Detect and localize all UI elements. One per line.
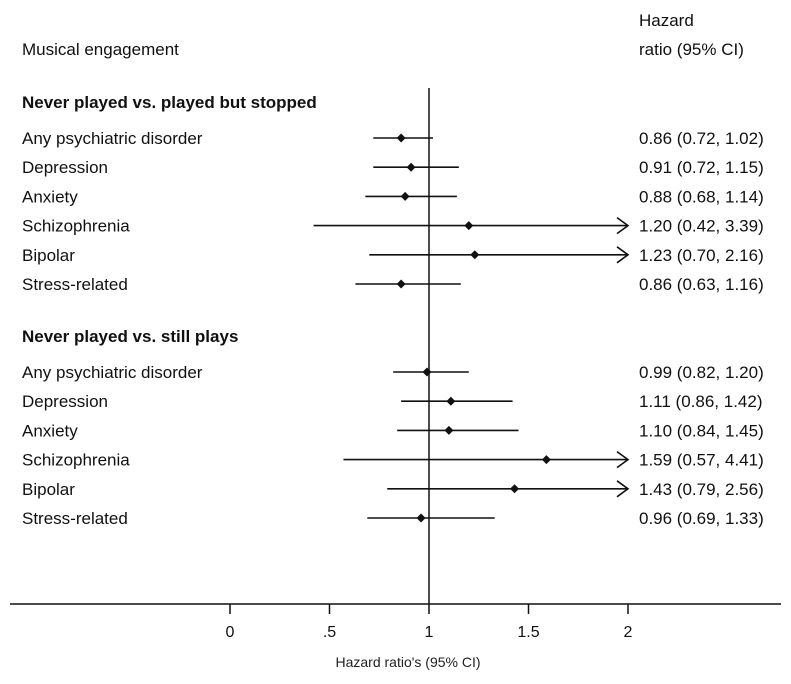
- ci-arrow: [616, 216, 630, 235]
- row-label: Stress-related: [22, 509, 128, 528]
- x-axis-ticks: 0 .5 1 1.5 2: [226, 604, 633, 641]
- row-hr-text: 1.11 (0.86, 1.42): [639, 392, 763, 411]
- point-estimate: [446, 396, 456, 406]
- row-hr-text: 1.59 (0.57, 4.41): [639, 451, 764, 470]
- row-hr-text: 1.43 (0.79, 2.56): [639, 480, 764, 499]
- row-label: Any psychiatric disorder: [22, 129, 203, 148]
- x-tick-label: 2: [624, 624, 633, 641]
- row-label: Stress-related: [22, 275, 128, 294]
- point-estimate: [400, 191, 410, 201]
- row-hr-text: 1.23 (0.70, 2.16): [639, 246, 764, 265]
- row-label: Anxiety: [22, 187, 78, 206]
- row-hr-text: 0.99 (0.82, 1.20): [639, 363, 764, 382]
- ci-arrow: [616, 480, 630, 498]
- row-hr-text: 0.96 (0.69, 1.33): [639, 509, 764, 528]
- header-right-line2: ratio (95% CI): [639, 40, 744, 59]
- row-label: Anxiety: [22, 421, 78, 440]
- row-label: Any psychiatric disorder: [22, 363, 203, 382]
- header-left-label: Musical engagement: [22, 40, 179, 59]
- x-tick-label: 1.5: [517, 624, 539, 641]
- row-hr-text: 0.86 (0.72, 1.02): [639, 129, 764, 148]
- row-hr-text: 1.10 (0.84, 1.45): [639, 421, 764, 440]
- point-estimate: [422, 367, 432, 377]
- point-estimate: [416, 513, 426, 523]
- row-label: Schizophrenia: [22, 451, 130, 470]
- x-tick-label: 1: [425, 624, 434, 641]
- x-tick-label: 0: [226, 624, 235, 641]
- row-hr-text: 0.86 (0.63, 1.16): [639, 275, 764, 294]
- point-estimate: [444, 425, 454, 435]
- point-estimate: [541, 455, 551, 465]
- group-title: Never played vs. played but stopped: [22, 93, 317, 112]
- x-tick-label: .5: [323, 624, 336, 641]
- row-label: Bipolar: [22, 246, 75, 265]
- group-title: Never played vs. still plays: [22, 327, 238, 346]
- ci-arrow: [616, 450, 630, 469]
- point-estimate: [470, 250, 480, 260]
- point-estimate: [396, 133, 406, 143]
- ci-arrow: [616, 246, 630, 264]
- point-estimate: [396, 279, 406, 289]
- x-axis-label: Hazard ratio's (95% CI): [335, 654, 480, 670]
- row-label: Bipolar: [22, 480, 75, 499]
- point-estimate: [464, 221, 474, 231]
- row-hr-text: 0.91 (0.72, 1.15): [639, 158, 764, 177]
- rows-layer: Never played vs. played but stopped Any p…: [22, 93, 764, 528]
- row-hr-text: 1.20 (0.42, 3.39): [639, 217, 764, 236]
- header-right-line1: Hazard: [639, 11, 694, 30]
- row-label: Schizophrenia: [22, 217, 130, 236]
- point-estimate: [510, 484, 520, 494]
- row-label: Depression: [22, 158, 108, 177]
- row-label: Depression: [22, 392, 108, 411]
- row-hr-text: 0.88 (0.68, 1.14): [639, 187, 764, 206]
- point-estimate: [406, 162, 416, 172]
